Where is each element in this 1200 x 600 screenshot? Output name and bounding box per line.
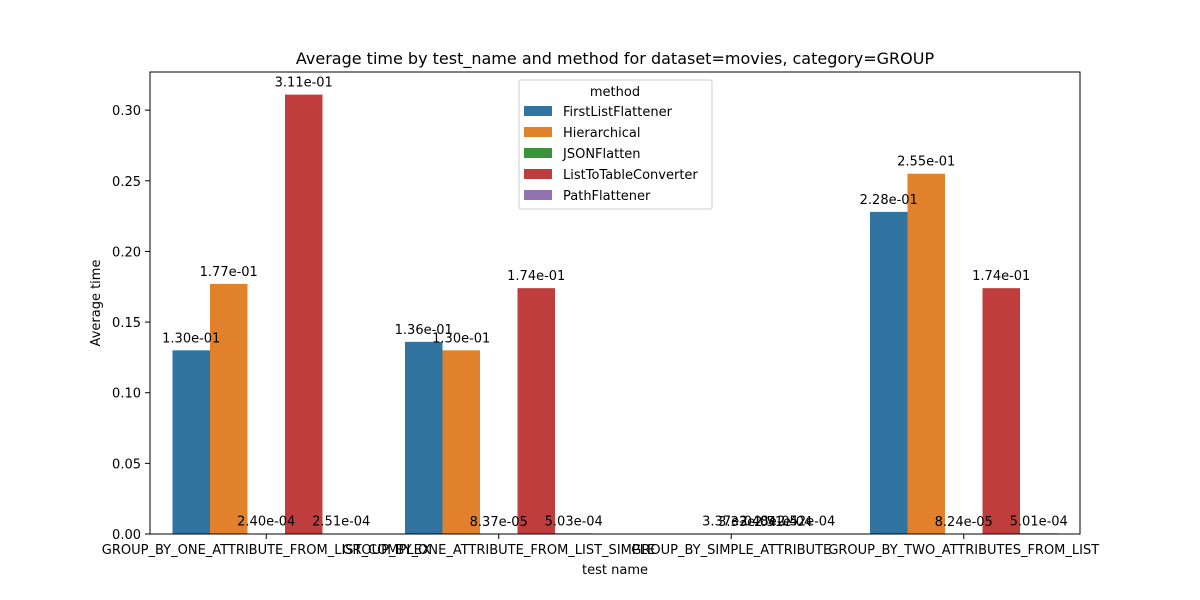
plot-frame (149, 71, 1081, 535)
bar-value-label: 1.30e-01 (162, 331, 220, 346)
bar (982, 288, 1020, 534)
bar-value-label: 5.01e-04 (1010, 514, 1068, 529)
bar-value-label: 1.74e-01 (507, 269, 565, 284)
y-tick-label: 0.25 (112, 175, 141, 190)
bar-value-label: 1.36e-01 (395, 323, 453, 338)
legend-frame (518, 79, 713, 210)
legend-label: FirstListFlattener (563, 105, 673, 120)
chart-title: Average time by test_name and method for… (296, 49, 935, 69)
x-tick-label: GROUP_BY_SIMPLE_ATTRIBUTE (631, 543, 831, 558)
bar-value-label: 2.28e-01 (860, 193, 918, 208)
legend: method FirstListFlattener Hierarchical JSO… (518, 79, 713, 210)
bar-value-label: 3.37e-04 (702, 515, 760, 530)
legend-label: PathFlattener (563, 189, 651, 204)
x-axis: GROUP_BY_ONE_ATTRIBUTE_FROM_LIST_COMPLEX… (102, 534, 1099, 558)
bar-value-label: 3.11e-01 (275, 76, 333, 91)
bar-value-label: 2.51e-04 (754, 515, 812, 530)
y-axis-label: Average time (89, 260, 104, 347)
legend-swatch (524, 106, 552, 116)
legend-label: JSONFlatten (562, 147, 641, 162)
bar (442, 350, 480, 534)
y-tick-label: 0.10 (112, 387, 141, 402)
y-tick-label: 0.05 (112, 457, 141, 472)
bar-value-label: 2.48e-04 (740, 515, 798, 530)
legend-label: ListToTableConverter (563, 168, 698, 183)
x-tick-label: GROUP_BY_ONE_ATTRIBUTE_FROM_LIST_SIMPLE (342, 543, 655, 558)
y-axis: 0.00 0.05 0.10 0.15 0.20 0.25 0.30 (112, 104, 150, 543)
x-tick-label: GROUP_BY_ONE_ATTRIBUTE_FROM_LIST_COMPLEX (102, 543, 431, 558)
bar (210, 283, 248, 534)
legend-swatch (524, 169, 552, 179)
bar-value-label: 2.51e-04 (312, 515, 370, 530)
bar-value-label: 2.52e-04 (777, 515, 835, 530)
bar-value-label: 1.74e-01 (972, 269, 1030, 284)
y-tick-label: 0.00 (112, 528, 141, 543)
bar (405, 341, 443, 534)
y-tick-label: 0.15 (112, 316, 141, 331)
x-axis-label: test name (582, 563, 648, 578)
bar (285, 94, 323, 535)
bar (517, 288, 555, 534)
bars-layer (172, 94, 1058, 535)
bar (907, 173, 945, 534)
bar-labels-layer: 1.30e-011.36e-012.28e-011.77e-011.30e-01… (162, 76, 1068, 530)
legend-label: Hierarchical (563, 126, 640, 141)
bar (172, 350, 210, 534)
bar-value-label: 3.33e-04 (718, 515, 776, 530)
legend-swatch (524, 127, 552, 137)
legend-swatch (524, 190, 552, 200)
bar-value-label: 5.03e-04 (545, 514, 603, 529)
bar-value-label: 8.24e-05 (935, 515, 993, 530)
bar-value-label: 2.40e-04 (237, 515, 295, 530)
bar-value-label: 2.55e-01 (897, 155, 955, 170)
bar-value-label: 8.37e-05 (470, 515, 528, 530)
bar-value-label: 1.77e-01 (200, 265, 258, 280)
bar (870, 211, 908, 534)
legend-swatch (524, 148, 552, 158)
x-tick-label: GROUP_BY_TWO_ATTRIBUTES_FROM_LIST (828, 543, 1099, 558)
y-tick-label: 0.30 (112, 104, 141, 119)
legend-title: method (590, 85, 640, 100)
bar-value-label: 1.30e-01 (432, 331, 490, 346)
y-tick-label: 0.20 (112, 245, 141, 260)
